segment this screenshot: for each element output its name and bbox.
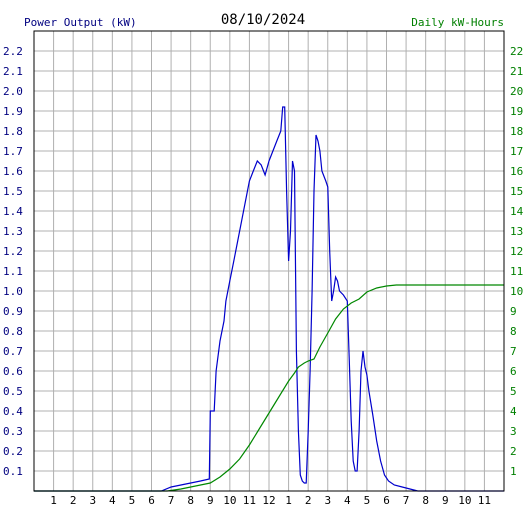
- left-tick-label: 0.8: [3, 325, 23, 338]
- x-tick-label: 6: [383, 494, 390, 507]
- left-tick-label: 1.5: [3, 185, 23, 198]
- left-tick-label: 1.8: [3, 125, 23, 138]
- left-tick-label: 0.6: [3, 365, 23, 378]
- right-tick-label: 22: [510, 45, 523, 58]
- right-tick-label: 10: [510, 285, 523, 298]
- x-tick-label: 7: [403, 494, 410, 507]
- left-tick-label: 1.7: [3, 145, 23, 158]
- x-axis-ticks: 1 2 3 4 5 6 7 8 9 10 11 12 1 2 3 4 5 6 7 8 9 10 11: [50, 494, 491, 507]
- x-tick-label: 4: [344, 494, 351, 507]
- right-tick-label: 1: [510, 465, 517, 478]
- x-tick-label: 8: [422, 494, 429, 507]
- x-tick-label: 5: [364, 494, 371, 507]
- left-tick-label: 0.4: [3, 405, 23, 418]
- right-tick-label: 5: [510, 385, 517, 398]
- x-tick-label: 9: [442, 494, 449, 507]
- right-axis-label: Daily kW-Hours: [411, 16, 504, 29]
- x-tick-label: 11: [243, 494, 256, 507]
- right-tick-label: 17: [510, 145, 523, 158]
- right-tick-label: 12: [510, 245, 523, 258]
- right-tick-label: 6: [510, 365, 517, 378]
- right-tick-label: 2: [510, 445, 517, 458]
- x-tick-label: 10: [458, 494, 471, 507]
- x-tick-label: 4: [109, 494, 116, 507]
- right-tick-label: 9: [510, 305, 517, 318]
- x-tick-label: 5: [129, 494, 136, 507]
- right-tick-label: 8: [510, 325, 517, 338]
- right-tick-label: 14: [510, 205, 524, 218]
- x-tick-label: 3: [89, 494, 96, 507]
- right-tick-label: 4: [510, 405, 517, 418]
- right-tick-label: 16: [510, 165, 523, 178]
- left-tick-label: 1.1: [3, 265, 23, 278]
- right-tick-label: 15: [510, 185, 523, 198]
- left-tick-label: 0.3: [3, 425, 23, 438]
- left-tick-label: 0.1: [3, 465, 23, 478]
- left-tick-label: 1.6: [3, 165, 23, 178]
- x-tick-label: 9: [207, 494, 214, 507]
- plot-frame: [33, 30, 505, 492]
- left-tick-label: 0.5: [3, 385, 23, 398]
- right-tick-label: 19: [510, 105, 523, 118]
- left-tick-label: 0.7: [3, 345, 23, 358]
- chart-title: 08/10/2024: [221, 12, 305, 28]
- right-tick-label: 20: [510, 85, 523, 98]
- x-tick-label: 1: [285, 494, 292, 507]
- energy-series-line: [34, 284, 504, 492]
- power-series-line: [34, 106, 504, 492]
- x-tick-label: 12: [262, 494, 275, 507]
- left-tick-label: 2.2: [3, 45, 23, 58]
- x-tick-label: 10: [223, 494, 236, 507]
- left-tick-label: 1.2: [3, 245, 23, 258]
- x-tick-label: 6: [148, 494, 155, 507]
- right-tick-label: 13: [510, 225, 523, 238]
- left-tick-label: 0.2: [3, 445, 23, 458]
- right-tick-label: 3: [510, 425, 517, 438]
- left-tick-label: 2.0: [3, 85, 23, 98]
- left-axis-ticks: 0.1 0.2 0.3 0.4 0.5 0.6 0.7 0.8 0.9 1.0 1.1 1.2 1.3 1…: [3, 45, 23, 478]
- left-tick-label: 1.4: [3, 205, 23, 218]
- left-tick-label: 1.0: [3, 285, 23, 298]
- right-tick-label: 7: [510, 345, 517, 358]
- x-tick-label: 11: [478, 494, 491, 507]
- left-axis-label: Power Output (kW): [24, 16, 137, 29]
- x-tick-label: 8: [187, 494, 194, 507]
- x-tick-label: 7: [168, 494, 175, 507]
- right-tick-label: 21: [510, 65, 523, 78]
- left-tick-label: 1.9: [3, 105, 23, 118]
- series-group: [34, 106, 504, 492]
- x-tick-label: 1: [50, 494, 57, 507]
- left-tick-label: 1.3: [3, 225, 23, 238]
- x-tick-label: 2: [70, 494, 77, 507]
- x-tick-label: 3: [324, 494, 331, 507]
- left-tick-label: 0.9: [3, 305, 23, 318]
- right-tick-label: 11: [510, 265, 523, 278]
- x-tick-label: 2: [305, 494, 312, 507]
- left-tick-label: 2.1: [3, 65, 23, 78]
- right-tick-label: 18: [510, 125, 523, 138]
